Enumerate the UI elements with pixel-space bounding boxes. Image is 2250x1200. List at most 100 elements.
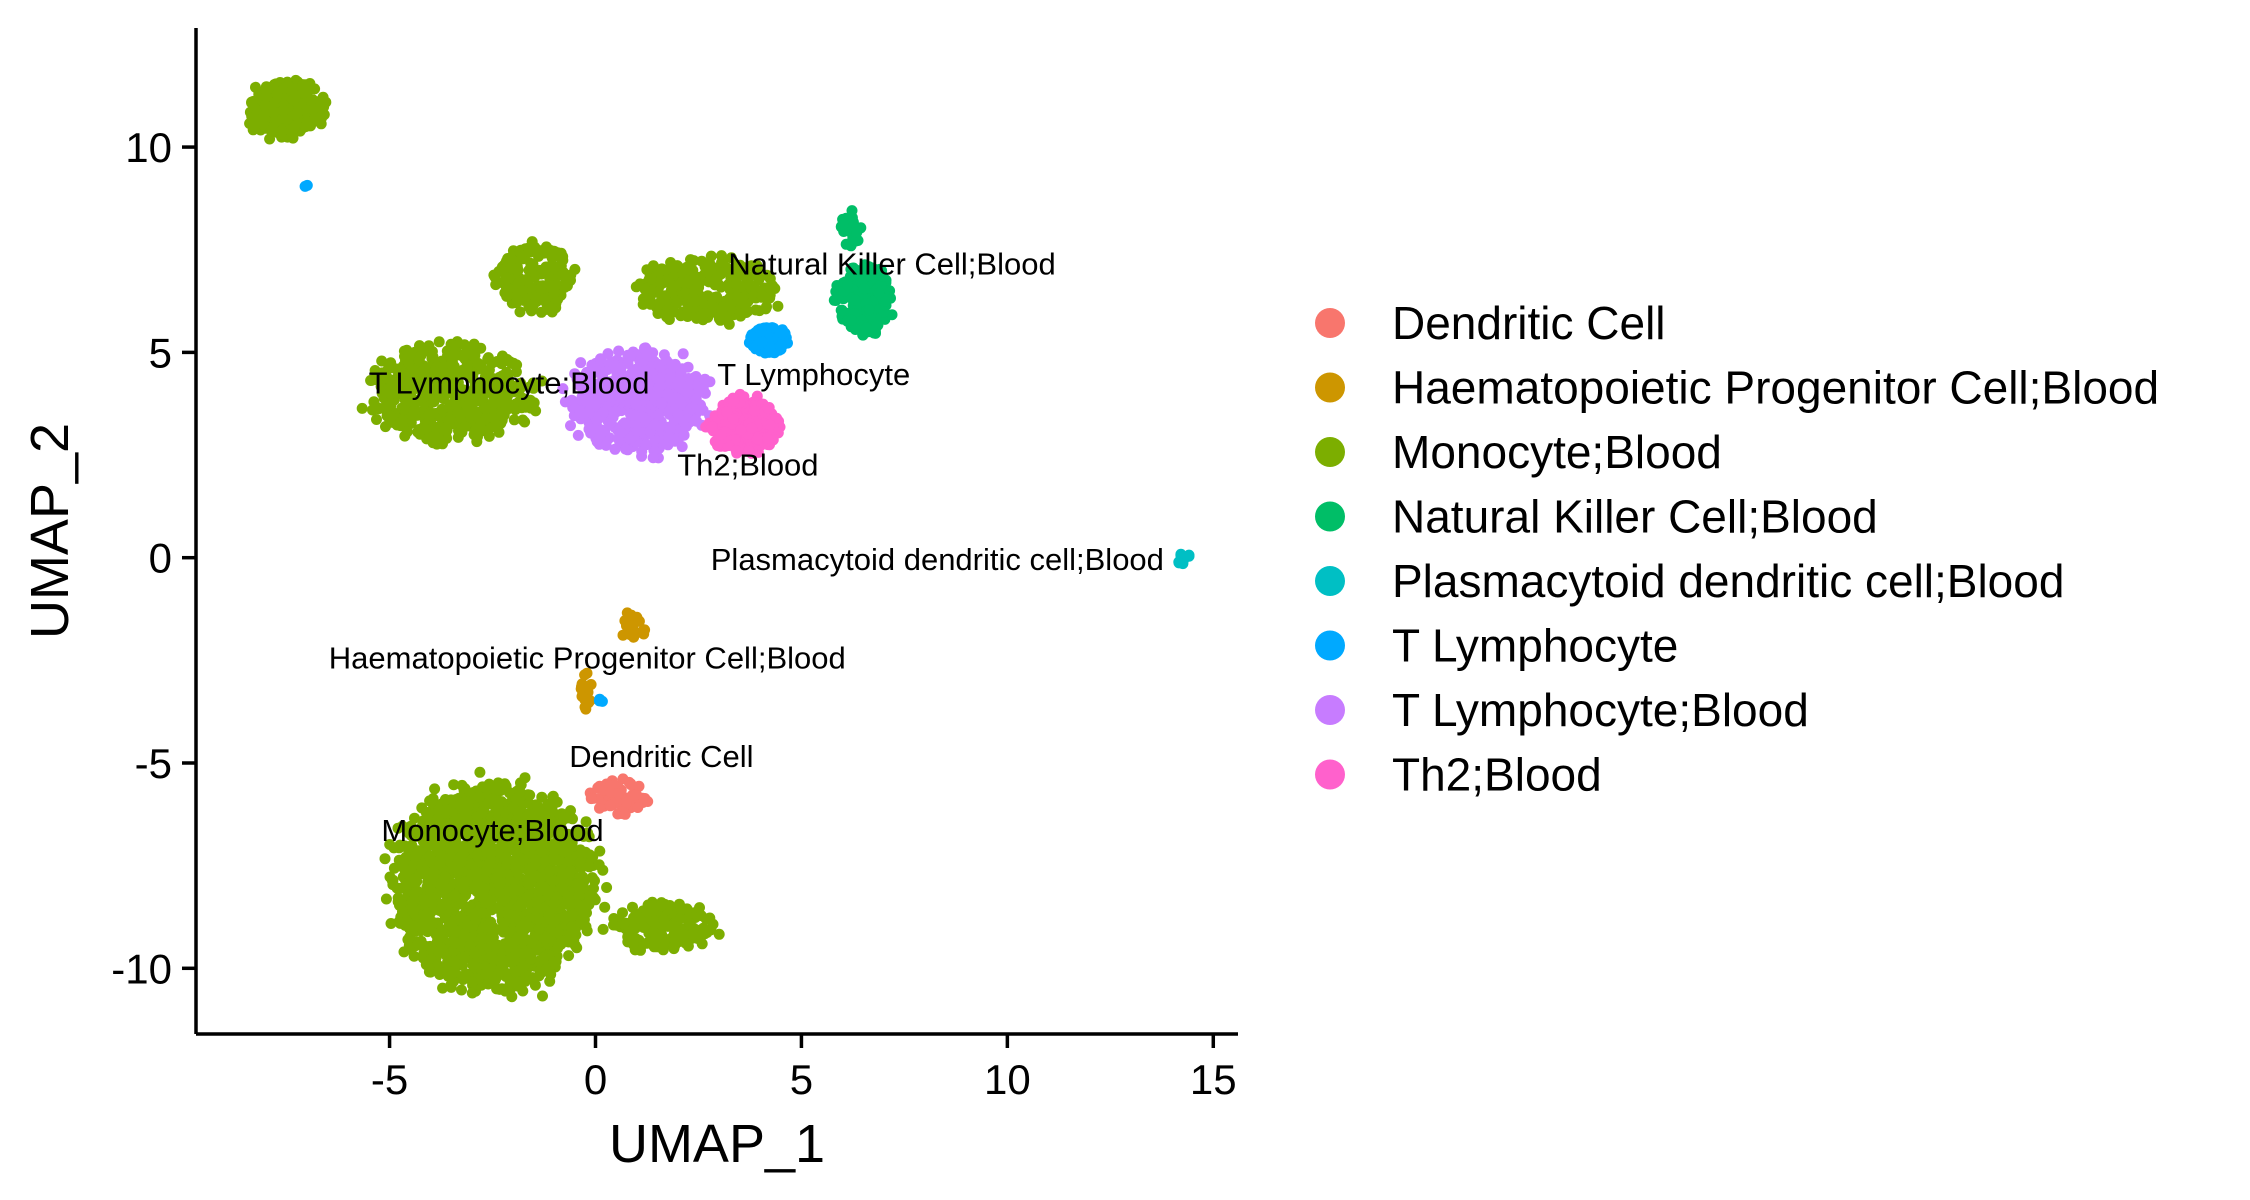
legend-item: Natural Killer Cell;Blood [1315, 491, 1878, 543]
point [497, 350, 508, 362]
point [445, 981, 457, 993]
point [632, 802, 644, 813]
point [524, 246, 536, 258]
point [756, 327, 768, 339]
point [597, 371, 609, 383]
point [478, 883, 490, 895]
point [537, 990, 548, 1002]
point [474, 766, 486, 778]
point [500, 780, 512, 792]
point [704, 376, 716, 388]
point [421, 908, 433, 920]
point [483, 895, 495, 906]
point [278, 104, 290, 116]
point [506, 254, 518, 266]
point [597, 923, 609, 935]
point [585, 679, 597, 690]
point [488, 420, 499, 432]
point [557, 266, 569, 278]
point [517, 948, 529, 959]
point [721, 406, 733, 418]
point [396, 896, 408, 908]
y-tick-label: 5 [149, 329, 172, 376]
point [565, 420, 576, 432]
point [704, 257, 716, 269]
point [580, 816, 592, 828]
point [764, 273, 776, 285]
point [624, 629, 636, 641]
point [538, 952, 550, 964]
point [511, 815, 523, 827]
point [693, 282, 705, 293]
point [690, 393, 702, 405]
point [444, 414, 456, 426]
point [575, 357, 587, 369]
point [754, 305, 765, 317]
point [548, 287, 560, 299]
point [376, 355, 388, 367]
point [540, 241, 552, 253]
point [423, 409, 435, 421]
point [402, 843, 414, 855]
point [424, 795, 436, 807]
point [301, 179, 313, 191]
point [466, 976, 478, 988]
point [425, 855, 437, 867]
point [552, 837, 564, 849]
point [673, 380, 685, 392]
point [491, 872, 503, 884]
point [604, 418, 616, 430]
point [306, 94, 317, 106]
point [434, 837, 446, 849]
point [411, 885, 423, 897]
point [449, 956, 461, 968]
point [676, 441, 688, 453]
point [485, 847, 497, 859]
cluster-label: Th2;Blood [677, 448, 818, 483]
point [664, 422, 675, 434]
point [544, 865, 556, 877]
point [454, 898, 466, 910]
point [653, 409, 664, 421]
point [369, 365, 381, 376]
point [513, 901, 525, 912]
point [690, 295, 702, 307]
point [850, 235, 862, 247]
point [524, 394, 536, 406]
point [459, 876, 471, 888]
point [410, 850, 422, 862]
legend-item: Haematopoietic Progenitor Cell;Blood [1315, 362, 2159, 414]
point [521, 275, 532, 286]
point [627, 901, 638, 913]
point [593, 381, 605, 392]
point [461, 362, 473, 374]
point [469, 948, 480, 959]
series-dendritic-cell [584, 773, 654, 820]
point [449, 837, 461, 849]
point [593, 695, 605, 707]
point [436, 942, 448, 954]
point [668, 941, 680, 953]
legend-marker [1315, 308, 1345, 338]
point [595, 428, 607, 440]
point [495, 923, 506, 935]
point [413, 354, 425, 366]
point [392, 380, 403, 391]
point [426, 897, 438, 909]
point [508, 828, 520, 840]
y-tick-label: -5 [135, 740, 172, 787]
point [593, 859, 605, 871]
point [480, 865, 492, 877]
point [595, 353, 606, 365]
point [696, 309, 708, 321]
cluster-label: Monocyte;Blood [381, 813, 603, 848]
point [574, 405, 586, 417]
legend-label: Monocyte;Blood [1392, 426, 1722, 478]
point [627, 371, 639, 382]
point [858, 283, 870, 295]
point [445, 821, 457, 832]
point [462, 828, 474, 840]
point [467, 349, 479, 361]
point [688, 255, 700, 267]
